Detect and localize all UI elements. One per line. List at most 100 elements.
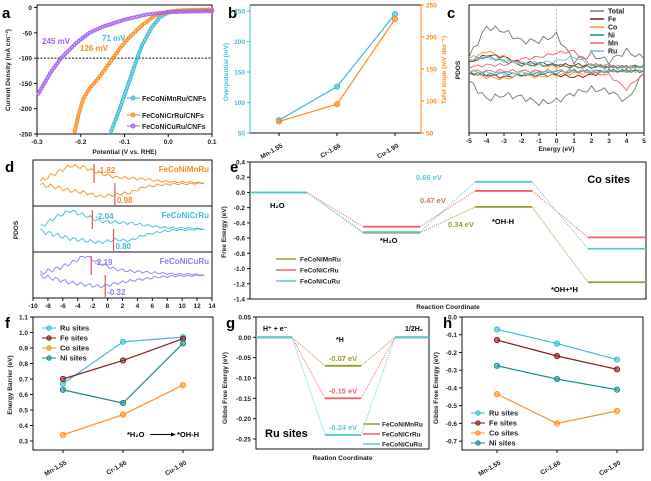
panel-a-xtick-label: -0.3 xyxy=(31,139,43,146)
overpotential-label: 126 mV xyxy=(80,44,109,53)
panel-e-frame xyxy=(249,161,647,300)
panel-d-xtick-label: 2 xyxy=(121,303,125,310)
panel-d-xtick-label: -10 xyxy=(28,303,38,310)
data-point xyxy=(91,81,96,86)
annotation-to: *OH-H xyxy=(177,430,199,439)
panel-h-frame xyxy=(461,316,644,451)
data-point xyxy=(493,336,501,344)
panel-g-ytick-label: -0.15 xyxy=(236,396,251,403)
panel-c-xtick-label: -3 xyxy=(501,138,507,145)
legend-label: Fe sites xyxy=(60,334,88,343)
series-line xyxy=(62,384,184,436)
panel-g-ytick-label: -0.10 xyxy=(236,375,251,382)
legend-label: Ni sites xyxy=(489,439,516,448)
legend-label: Ru sites xyxy=(60,324,89,333)
d-band-up-label: -1.82 xyxy=(97,166,116,175)
connector-line xyxy=(419,181,476,233)
legend-label: FeCoNiCrRu xyxy=(382,432,421,439)
pdos-down-line xyxy=(468,68,645,76)
y-axis-label: PDOS xyxy=(455,60,462,79)
connector-line xyxy=(291,337,326,436)
panel-d-xtick-label: 10 xyxy=(179,303,187,310)
data-point xyxy=(613,356,621,363)
panel-d-xtick-label: 8 xyxy=(165,303,169,310)
panel-f-category-label: Cr-1.66 xyxy=(105,459,128,476)
annotation-from: *H₂O xyxy=(127,430,145,439)
panel-c-xtick-label: 1 xyxy=(572,138,576,145)
panel-g-ytick-label: -0.05 xyxy=(236,355,251,362)
panel-f-ytick-label: 0.4 xyxy=(19,423,28,430)
panel-a-xtick-label: -0.1 xyxy=(119,139,131,146)
pdos-up-line xyxy=(468,54,645,70)
panel-a-ytick-label: -150 xyxy=(19,81,32,88)
data-point xyxy=(124,38,129,43)
panel-h-ytick-label: -0.6 xyxy=(446,421,458,428)
panel-e-ytick-label: -1.2 xyxy=(234,281,246,288)
legend-marker xyxy=(130,123,136,129)
legend-marker xyxy=(46,355,52,361)
panel-b-left-ytick-label: 200 xyxy=(234,39,245,46)
panel-g-frame xyxy=(255,316,430,450)
panel-e-ytick-label: 0.0 xyxy=(236,190,245,197)
data-point xyxy=(333,83,341,90)
data-point xyxy=(553,340,561,347)
data-point xyxy=(553,420,561,427)
data-point xyxy=(89,83,94,89)
panel-g-ytick-label: -0.20 xyxy=(236,416,251,423)
panel-letter-e: e xyxy=(230,159,238,176)
panel-f-ytick-label: 0.9 xyxy=(19,346,28,353)
panel-c-xtick-label: 2 xyxy=(590,138,594,145)
panel-a-xtick-label: -0.2 xyxy=(75,139,87,146)
y-axis-label: Energy Barrier (eV) xyxy=(7,355,14,414)
connector-line xyxy=(531,190,589,238)
panel-g-ytick-label: -0.25 xyxy=(236,436,251,443)
panel-b-left-ytick-label: 150 xyxy=(234,70,245,77)
legend-label: FeCoNiMnRu/CNFs xyxy=(142,96,206,103)
panel-b-right-ytick-label: 50 xyxy=(426,131,434,138)
legend-label: Co xyxy=(608,25,617,32)
panel-e-ytick-label: 0.2 xyxy=(236,175,245,182)
panel-f-category-label: Cu-1.90 xyxy=(164,459,188,477)
data-point xyxy=(391,15,399,23)
y-axis-label: Free Energy (eV) xyxy=(221,206,228,258)
panel-d-xtick-label: -4 xyxy=(75,303,81,310)
panel-a-ytick-label: -200 xyxy=(19,106,32,113)
x-axis-label: Reation Coordinate xyxy=(313,455,373,462)
legend-label: Fe sites xyxy=(489,419,517,428)
state-label: *OH-H xyxy=(492,217,514,226)
panel-h-category-label: Mn-1.55 xyxy=(478,459,503,477)
panel-b-right-ytick-label: 150 xyxy=(426,67,437,74)
legend-label: Ru sites xyxy=(489,409,518,418)
panel-h-category-label: Cr-1.66 xyxy=(539,459,562,476)
panel-c-xtick-label: 5 xyxy=(642,138,646,145)
legend-marker xyxy=(130,112,136,118)
panel-d-xtick-label: -6 xyxy=(60,303,66,310)
panel-b-left-ytick-label: 50 xyxy=(238,131,246,138)
pdos-up-line xyxy=(40,163,205,184)
panel-d-xtick-label: 4 xyxy=(136,303,140,310)
legend-label: Ni sites xyxy=(60,354,87,363)
legend-label: FeCoNiMnRu xyxy=(300,257,341,264)
panel-c-xtick-label: 0 xyxy=(555,138,559,145)
data-point xyxy=(96,76,101,81)
panel-letter-a: a xyxy=(2,5,11,22)
data-point xyxy=(93,78,99,83)
panel-title: Ru sites xyxy=(265,428,308,440)
panel-b-left-ytick-label: 250 xyxy=(234,9,245,16)
legend-marker xyxy=(46,345,52,351)
panel-h-ytick-label: -0.2 xyxy=(446,350,458,357)
d-band-down-label: 0.98 xyxy=(117,196,133,205)
panel-b-category-label: Cu-1.90 xyxy=(376,142,400,160)
series-label: FeCoNiCrRu xyxy=(161,211,209,220)
data-point xyxy=(119,338,127,345)
legend-marker xyxy=(46,335,52,341)
connector-line xyxy=(531,206,589,283)
data-point xyxy=(275,118,283,125)
energy-label: -0.07 eV xyxy=(329,354,357,363)
legend-label: Co sites xyxy=(489,429,518,438)
legend-label: Mn xyxy=(608,41,618,48)
data-point xyxy=(391,11,399,18)
panel-g-ytick-label: 0.05 xyxy=(238,315,251,322)
series-label: FeCoNiMnRu xyxy=(159,165,209,174)
